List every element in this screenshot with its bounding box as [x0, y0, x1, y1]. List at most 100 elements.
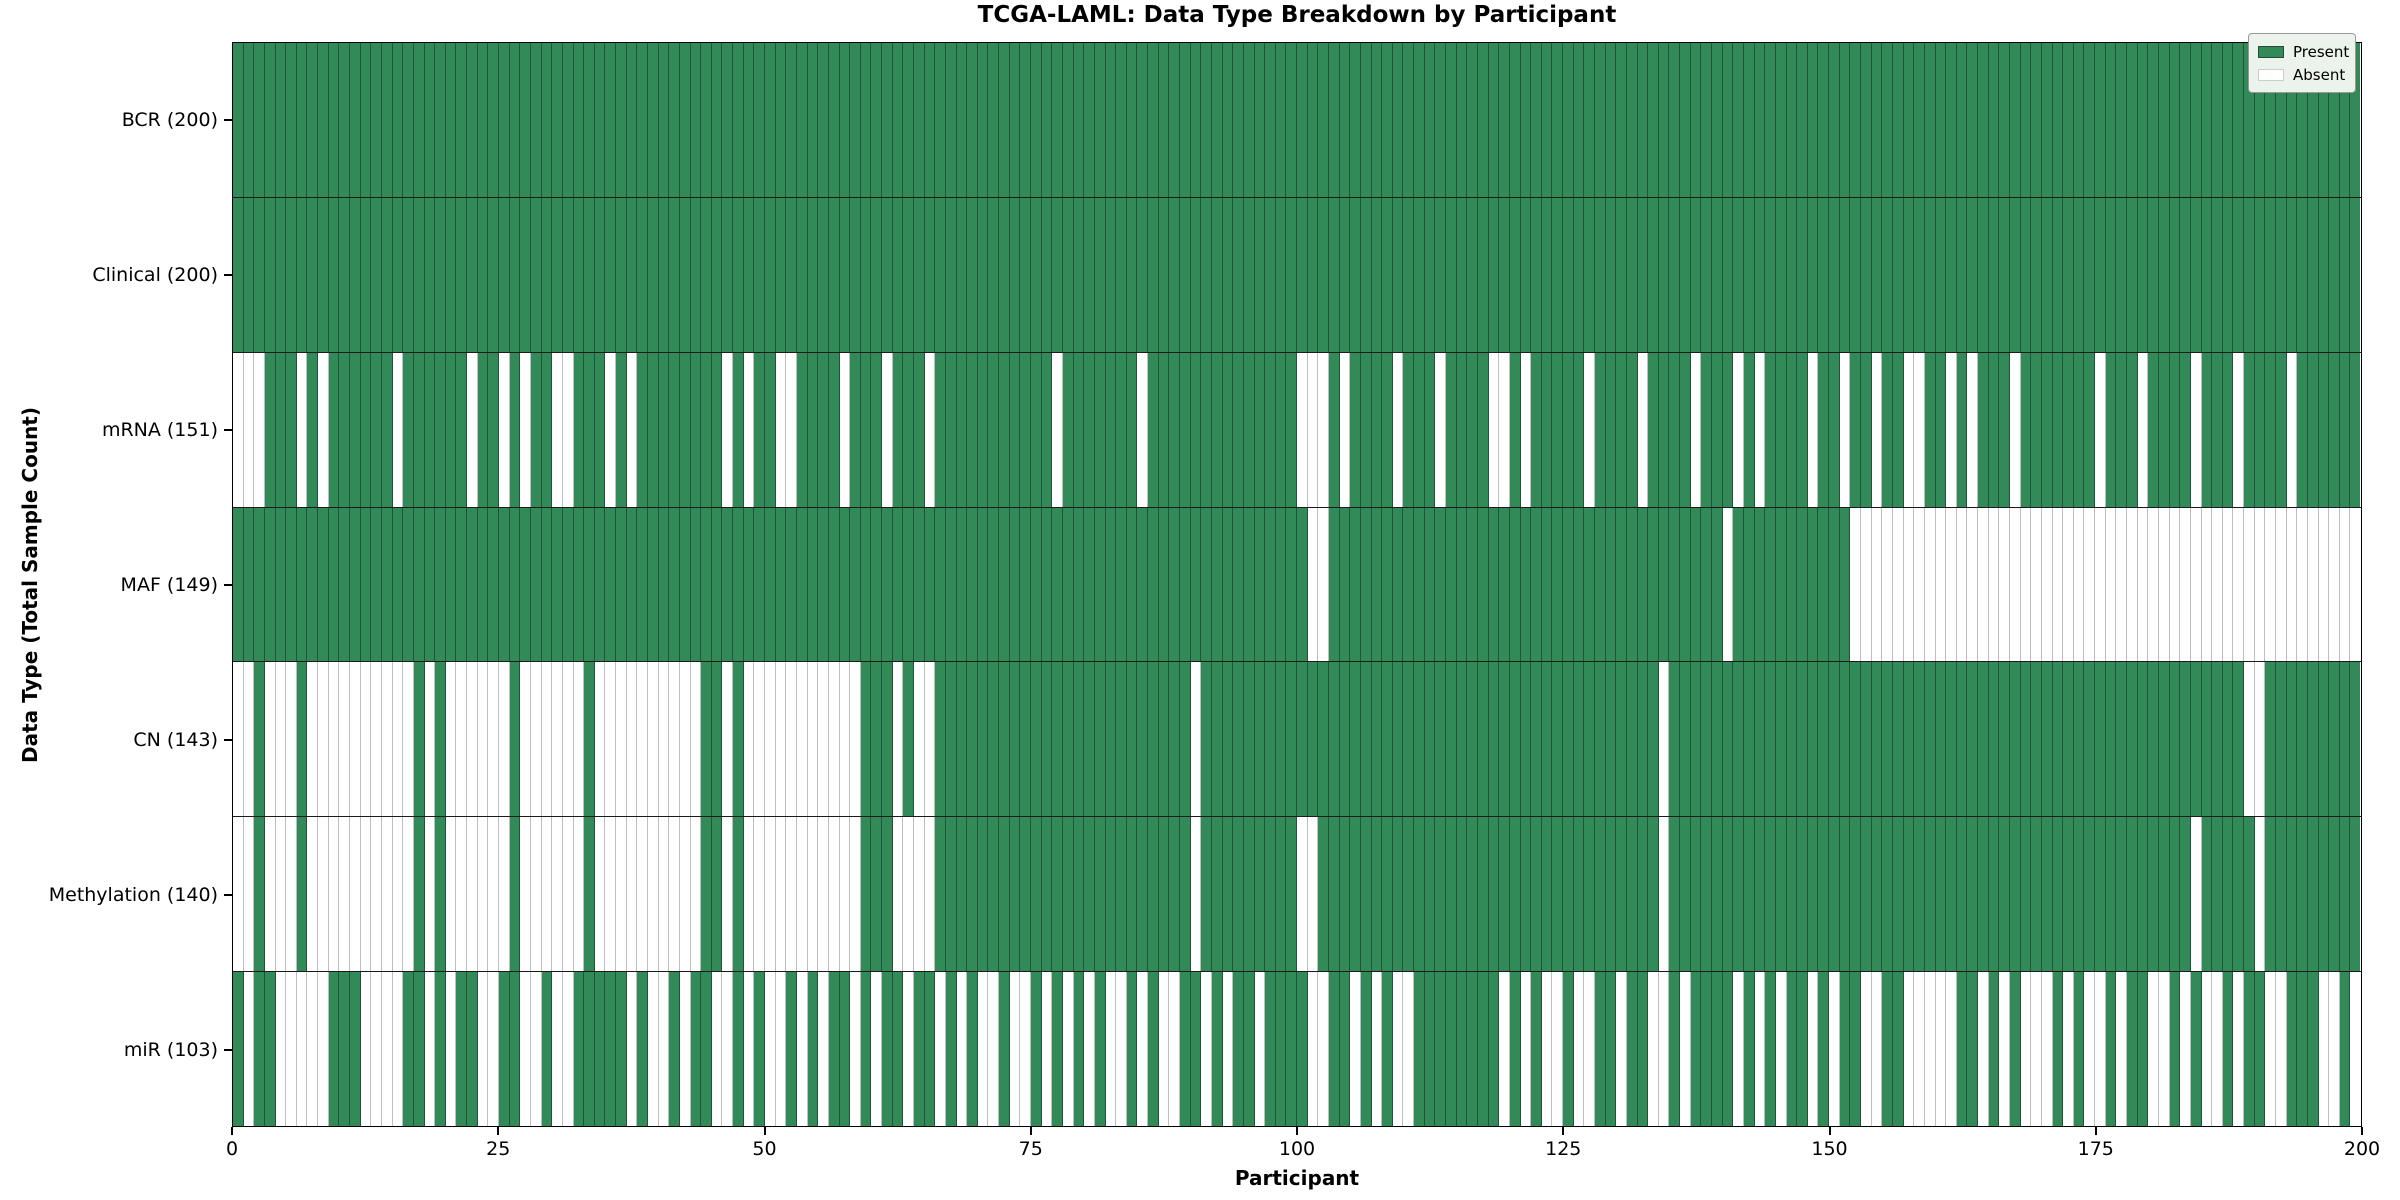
heatmap-cell [1094, 972, 1106, 1127]
heatmap-cell [1807, 197, 1819, 352]
y-tick-label-MAF: MAF (149) [120, 573, 218, 596]
heatmap-cell [1031, 43, 1042, 197]
heatmap-cell [1403, 817, 1415, 972]
heatmap-cell [828, 43, 840, 197]
heatmap-cell [1350, 662, 1361, 817]
chart-title: TCGA-LAML: Data Type Breakdown by Partic… [977, 2, 1617, 28]
heatmap-cell [552, 43, 563, 197]
heatmap-cell [488, 43, 500, 197]
heatmap-cell [967, 662, 978, 817]
heatmap-cell [318, 662, 329, 817]
heatmap-cell [1701, 817, 1713, 972]
heatmap-cell [2063, 972, 2074, 1127]
heatmap-cell [935, 817, 946, 972]
heatmap-cell [296, 817, 308, 972]
heatmap-cell [2084, 352, 2096, 507]
heatmap-cell [381, 197, 393, 352]
heatmap-cell [1531, 43, 1542, 197]
heatmap-cell [669, 352, 680, 507]
heatmap-cell [1031, 662, 1042, 817]
heatmap-cell [1328, 43, 1340, 197]
heatmap-cell [1722, 972, 1734, 1127]
heatmap-cell [2265, 662, 2276, 817]
heatmap-cell [1488, 43, 1500, 197]
heatmap-cell [1275, 43, 1287, 197]
heatmap-cell [2307, 817, 2319, 972]
heatmap-cell [424, 817, 436, 972]
heatmap-cell [2244, 43, 2255, 197]
heatmap-cell [1967, 43, 1979, 197]
heatmap-cell [509, 662, 521, 817]
heatmap-cell [2318, 43, 2330, 197]
y-tick-label-Methylation: Methylation (140) [48, 883, 218, 906]
heatmap-cell [2286, 352, 2298, 507]
heatmap-cell [275, 43, 287, 197]
heatmap-cell [350, 197, 361, 352]
heatmap-cell [392, 507, 404, 662]
heatmap-cell [403, 43, 414, 197]
heatmap-cell [860, 197, 872, 352]
heatmap-cell [264, 817, 276, 972]
heatmap-cell [1286, 817, 1298, 972]
heatmap-cell [679, 817, 691, 972]
heatmap-cell [243, 817, 255, 972]
heatmap-cell [1020, 507, 1032, 662]
heatmap-cell [616, 507, 627, 662]
heatmap-cell [573, 352, 585, 507]
heatmap-cell [296, 352, 308, 507]
heatmap-cell [2169, 972, 2181, 1127]
heatmap-cell [1797, 972, 1808, 1127]
heatmap-cell [1414, 662, 1425, 817]
heatmap-cell [2137, 817, 2149, 972]
heatmap-cell [2158, 43, 2170, 197]
heatmap-cell [1307, 197, 1319, 352]
heatmap-cell [573, 43, 585, 197]
heatmap-cell [818, 43, 829, 197]
heatmap-cell [2350, 197, 2361, 352]
heatmap-cell [584, 817, 595, 972]
heatmap-cell [1892, 972, 1904, 1127]
heatmap-cell [445, 817, 457, 972]
heatmap-cell [1584, 197, 1595, 352]
heatmap-cell [1339, 507, 1351, 662]
heatmap-cell [1637, 352, 1649, 507]
heatmap-cell [2169, 662, 2181, 817]
heatmap-cell [2318, 197, 2330, 352]
heatmap-cell [1743, 352, 1755, 507]
heatmap-cell [1520, 352, 1532, 507]
heatmap-cell [413, 972, 425, 1127]
heatmap-cell [2244, 507, 2255, 662]
heatmap-cell [796, 662, 808, 817]
heatmap-cell [1488, 197, 1500, 352]
heatmap-cell [1392, 352, 1404, 507]
heatmap-cell [1765, 972, 1776, 1127]
heatmap-cell [1680, 197, 1691, 352]
heatmap-cell [1573, 972, 1585, 1127]
heatmap-cell [318, 817, 329, 972]
heatmap-cell [1701, 352, 1713, 507]
heatmap-cell [775, 507, 787, 662]
heatmap-cell [1765, 817, 1776, 972]
heatmap-cell [381, 507, 393, 662]
heatmap-cell [701, 43, 712, 197]
heatmap-cell [1648, 972, 1659, 1127]
heatmap-cell [1477, 817, 1489, 972]
heatmap-cell [658, 507, 670, 662]
heatmap-cell [2254, 197, 2266, 352]
heatmap-cell [711, 352, 723, 507]
heatmap-cell [1871, 662, 1883, 817]
heatmap-cell [275, 507, 287, 662]
heatmap-cell [435, 972, 446, 1127]
heatmap-cell [1595, 43, 1606, 197]
heatmap-cell [669, 507, 680, 662]
heatmap-cell [541, 817, 553, 972]
heatmap-cell [775, 352, 787, 507]
heatmap-cell [1743, 972, 1755, 1127]
heatmap-cell [1062, 43, 1074, 197]
heatmap-cell [1563, 43, 1574, 197]
heatmap-cell [1754, 352, 1766, 507]
y-tick-label-BCR: BCR (200) [121, 108, 218, 131]
heatmap-cell [1297, 662, 1308, 817]
heatmap-cell [658, 662, 670, 817]
heatmap-cell [1531, 352, 1542, 507]
